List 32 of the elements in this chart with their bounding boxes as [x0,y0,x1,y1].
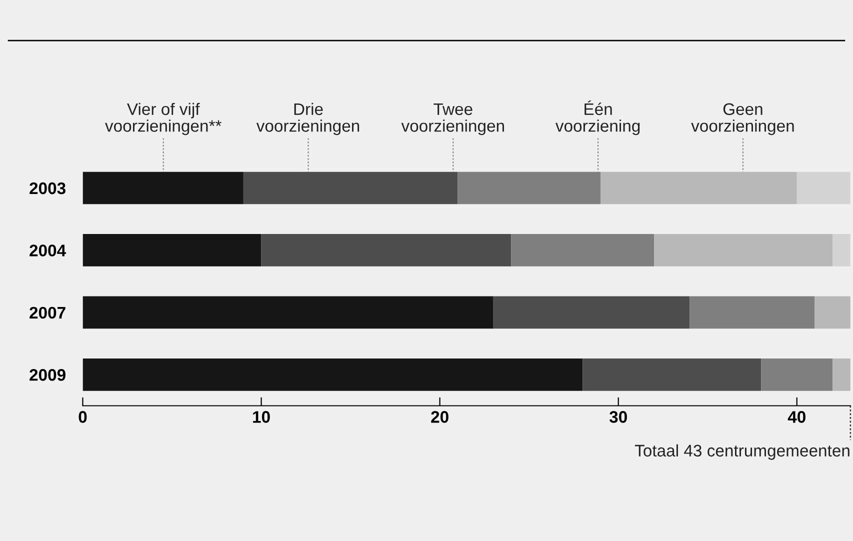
bar [82,234,262,266]
y-tick-label: 2003 [30,182,66,194]
x-tick-label: 30 [609,411,627,423]
text: Één voorziening [556,100,640,136]
text: Totaal 43 centrumgemeenten [634,444,850,460]
bar [761,358,833,391]
bar [261,234,512,266]
bar [690,296,815,329]
x-tick-label: 10 [253,411,270,423]
bar [832,358,850,391]
x-tick-label: 20 [431,411,448,423]
bar [511,234,654,266]
bar [82,358,583,391]
bar [600,172,797,204]
x-tick-label: 0 [78,411,87,423]
bar [832,234,850,266]
bar [493,296,690,329]
bar [82,296,494,329]
text: Geen voorzieningen [691,103,794,136]
x-tick-label: 40 [788,411,806,423]
bar [82,172,244,204]
bar [654,234,833,266]
y-tick-label: 2004 [30,244,66,256]
bar [814,296,850,329]
text: Twee voorzieningen [401,103,504,136]
text: Drie voorzieningen [256,102,360,136]
bar [243,172,458,204]
y-tick-label: 2007 [30,306,66,319]
y-tick-label: 2009 [30,369,66,381]
text: Vier of vijf voorzieningen** [105,102,222,136]
bar [796,172,850,204]
bar [582,358,762,391]
